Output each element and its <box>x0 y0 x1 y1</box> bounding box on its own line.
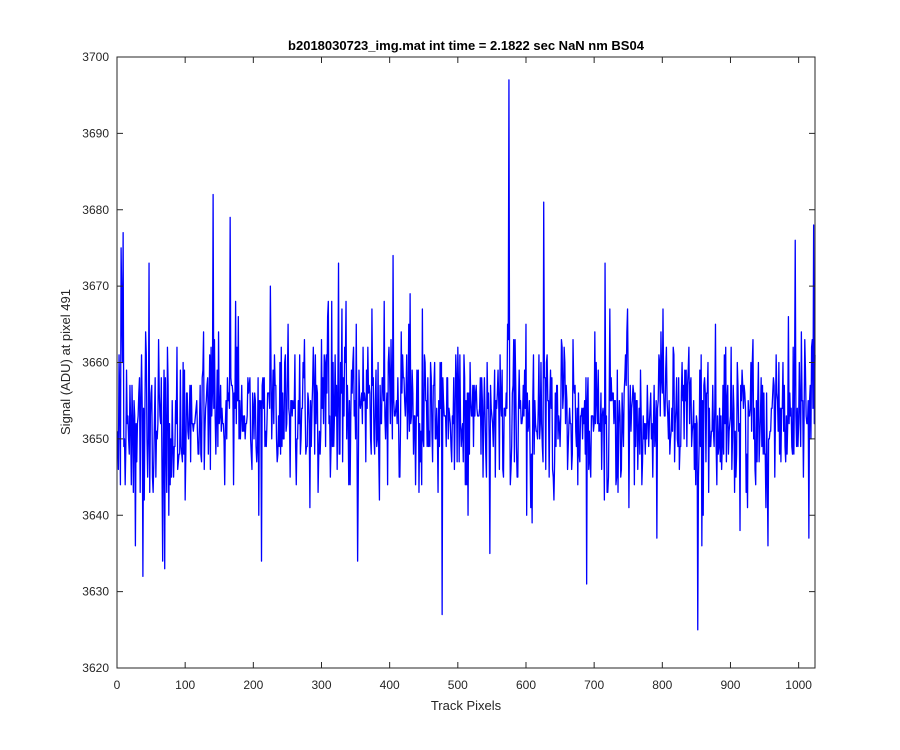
x-tick-label: 1000 <box>785 678 812 692</box>
x-tick-label: 400 <box>380 678 400 692</box>
y-tick-label: 3690 <box>82 126 109 140</box>
y-tick-label: 3650 <box>82 432 109 446</box>
plot-area <box>117 57 815 668</box>
x-tick-label: 100 <box>175 678 195 692</box>
x-tick-label: 500 <box>448 678 468 692</box>
x-tick-label: 200 <box>243 678 263 692</box>
x-tick-label: 300 <box>311 678 331 692</box>
x-tick-label: 800 <box>652 678 672 692</box>
x-tick-label: 900 <box>720 678 740 692</box>
y-tick-label: 3660 <box>82 356 109 370</box>
x-tick-label: 600 <box>516 678 536 692</box>
series-line <box>117 79 816 631</box>
y-tick-label: 3620 <box>82 661 109 675</box>
y-tick-label: 3640 <box>82 508 109 522</box>
x-tick-label: 0 <box>114 678 121 692</box>
chart-title: b2018030723_img.mat int time = 2.1822 se… <box>288 38 645 53</box>
data-layer <box>117 79 816 631</box>
y-axis-label: Signal (ADU) at pixel 491 <box>58 289 73 435</box>
x-axis-label: Track Pixels <box>431 698 502 713</box>
y-tick-label: 3680 <box>82 203 109 217</box>
y-tick-label: 3670 <box>82 279 109 293</box>
x-tick-label: 700 <box>584 678 604 692</box>
y-tick-label: 3700 <box>82 50 109 64</box>
axes-layer: 0 100 200 300 400 500 600 700 800 900 1000 3620 3630… <box>82 50 816 692</box>
y-tick-label: 3630 <box>82 585 109 599</box>
